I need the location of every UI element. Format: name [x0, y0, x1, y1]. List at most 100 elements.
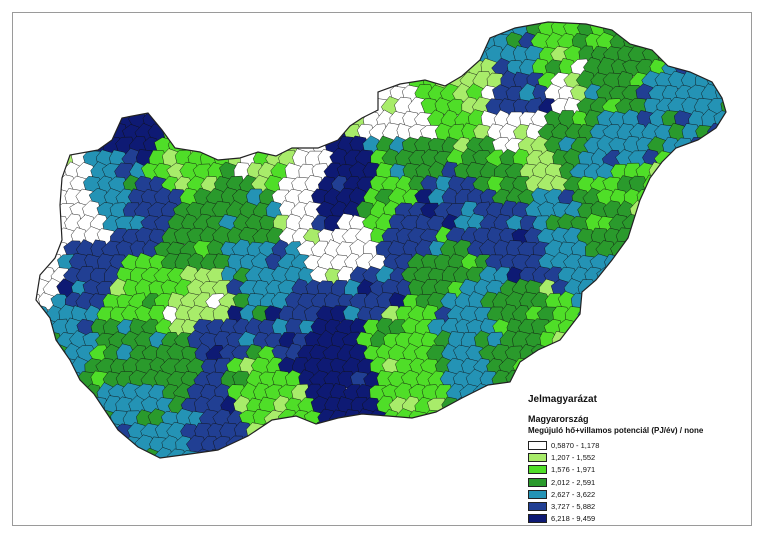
- municipality-polygon[interactable]: [713, 215, 734, 234]
- municipality-polygon[interactable]: [121, 46, 142, 64]
- municipality-polygon[interactable]: [316, 46, 337, 65]
- municipality-polygon[interactable]: [617, 332, 636, 352]
- municipality-polygon[interactable]: [109, 46, 130, 64]
- municipality-polygon[interactable]: [720, 45, 739, 64]
- municipality-polygon[interactable]: [636, 214, 656, 235]
- municipality-polygon[interactable]: [661, 317, 681, 339]
- municipality-polygon[interactable]: [713, 162, 733, 183]
- municipality-polygon[interactable]: [544, 370, 564, 390]
- municipality-polygon[interactable]: [720, 332, 739, 351]
- municipality-polygon[interactable]: [649, 317, 669, 338]
- municipality-polygon[interactable]: [694, 19, 714, 38]
- municipality-polygon[interactable]: [705, 175, 726, 195]
- municipality-polygon[interactable]: [310, 421, 330, 442]
- municipality-polygon[interactable]: [284, 109, 305, 130]
- municipality-polygon[interactable]: [720, 20, 739, 39]
- municipality-polygon[interactable]: [396, 435, 416, 456]
- municipality-polygon[interactable]: [30, 149, 52, 170]
- municipality-polygon[interactable]: [140, 59, 161, 78]
- municipality-polygon[interactable]: [505, 6, 526, 28]
- municipality-polygon[interactable]: [69, 96, 90, 117]
- municipality-polygon[interactable]: [153, 84, 175, 103]
- municipality-polygon[interactable]: [648, 6, 669, 25]
- municipality-polygon[interactable]: [187, 97, 209, 118]
- municipality-polygon[interactable]: [19, 332, 38, 351]
- municipality-polygon[interactable]: [478, 449, 500, 468]
- municipality-polygon[interactable]: [727, 214, 746, 233]
- municipality-polygon[interactable]: [641, 20, 663, 39]
- municipality-polygon[interactable]: [452, 7, 474, 26]
- municipality-polygon[interactable]: [153, 58, 174, 78]
- municipality-polygon[interactable]: [57, 98, 78, 116]
- municipality-polygon[interactable]: [682, 252, 702, 273]
- municipality-polygon[interactable]: [90, 421, 111, 441]
- municipality-polygon[interactable]: [213, 21, 232, 38]
- municipality-polygon[interactable]: [641, 329, 663, 351]
- municipality-polygon[interactable]: [589, 304, 610, 325]
- municipality-polygon[interactable]: [465, 449, 486, 467]
- municipality-polygon[interactable]: [720, 201, 738, 221]
- municipality-polygon[interactable]: [726, 294, 746, 310]
- municipality-polygon[interactable]: [682, 331, 702, 351]
- municipality-polygon[interactable]: [50, 32, 71, 53]
- municipality-polygon[interactable]: [311, 59, 331, 77]
- municipality-polygon[interactable]: [259, 84, 279, 104]
- municipality-polygon[interactable]: [290, 44, 311, 64]
- municipality-polygon[interactable]: [38, 57, 59, 78]
- municipality-polygon[interactable]: [669, 200, 689, 221]
- municipality-polygon[interactable]: [655, 358, 676, 377]
- municipality-polygon[interactable]: [694, 304, 715, 325]
- municipality-polygon[interactable]: [701, 345, 720, 364]
- municipality-polygon[interactable]: [700, 188, 720, 207]
- municipality-polygon[interactable]: [232, 32, 253, 52]
- municipality-polygon[interactable]: [446, 45, 467, 65]
- municipality-polygon[interactable]: [604, 330, 625, 351]
- municipality-polygon[interactable]: [45, 124, 63, 144]
- municipality-polygon[interactable]: [199, 71, 220, 91]
- municipality-polygon[interactable]: [148, 44, 169, 64]
- municipality-polygon[interactable]: [96, 21, 115, 40]
- municipality-polygon[interactable]: [257, 447, 278, 468]
- municipality-polygon[interactable]: [687, 239, 709, 261]
- municipality-polygon[interactable]: [707, 19, 727, 38]
- municipality-polygon[interactable]: [706, 226, 726, 247]
- municipality-polygon[interactable]: [212, 97, 233, 118]
- municipality-polygon[interactable]: [107, 436, 130, 457]
- municipality-polygon[interactable]: [271, 421, 292, 441]
- municipality-polygon[interactable]: [381, 21, 401, 39]
- municipality-polygon[interactable]: [31, 434, 51, 455]
- municipality-polygon[interactable]: [76, 31, 97, 50]
- municipality-polygon[interactable]: [258, 110, 278, 129]
- municipality-polygon[interactable]: [504, 422, 526, 441]
- municipality-polygon[interactable]: [517, 370, 538, 391]
- municipality-polygon[interactable]: [239, 71, 260, 92]
- municipality-polygon[interactable]: [660, 6, 681, 25]
- municipality-polygon[interactable]: [622, 241, 642, 261]
- municipality-polygon[interactable]: [655, 331, 676, 351]
- municipality-polygon[interactable]: [43, 434, 65, 456]
- municipality-polygon[interactable]: [57, 45, 78, 66]
- municipality-polygon[interactable]: [146, 20, 168, 39]
- municipality-polygon[interactable]: [447, 409, 467, 427]
- municipality-polygon[interactable]: [25, 214, 45, 234]
- municipality-polygon[interactable]: [32, 331, 50, 352]
- municipality-polygon[interactable]: [337, 447, 355, 467]
- municipality-polygon[interactable]: [37, 111, 58, 129]
- municipality-polygon[interactable]: [101, 58, 122, 77]
- municipality-polygon[interactable]: [207, 109, 227, 129]
- municipality-polygon[interactable]: [115, 85, 136, 104]
- municipality-polygon[interactable]: [681, 45, 701, 66]
- municipality-polygon[interactable]: [388, 59, 409, 78]
- municipality-polygon[interactable]: [329, 96, 349, 116]
- municipality-polygon[interactable]: [291, 19, 310, 39]
- municipality-polygon[interactable]: [88, 449, 109, 467]
- municipality-polygon[interactable]: [141, 31, 163, 52]
- municipality-polygon[interactable]: [32, 408, 51, 430]
- municipality-polygon[interactable]: [207, 449, 228, 466]
- municipality-polygon[interactable]: [181, 58, 200, 78]
- municipality-polygon[interactable]: [453, 31, 475, 51]
- municipality-polygon[interactable]: [350, 85, 370, 104]
- municipality-polygon[interactable]: [26, 7, 45, 27]
- municipality-polygon[interactable]: [473, 409, 493, 430]
- municipality-polygon[interactable]: [102, 448, 122, 468]
